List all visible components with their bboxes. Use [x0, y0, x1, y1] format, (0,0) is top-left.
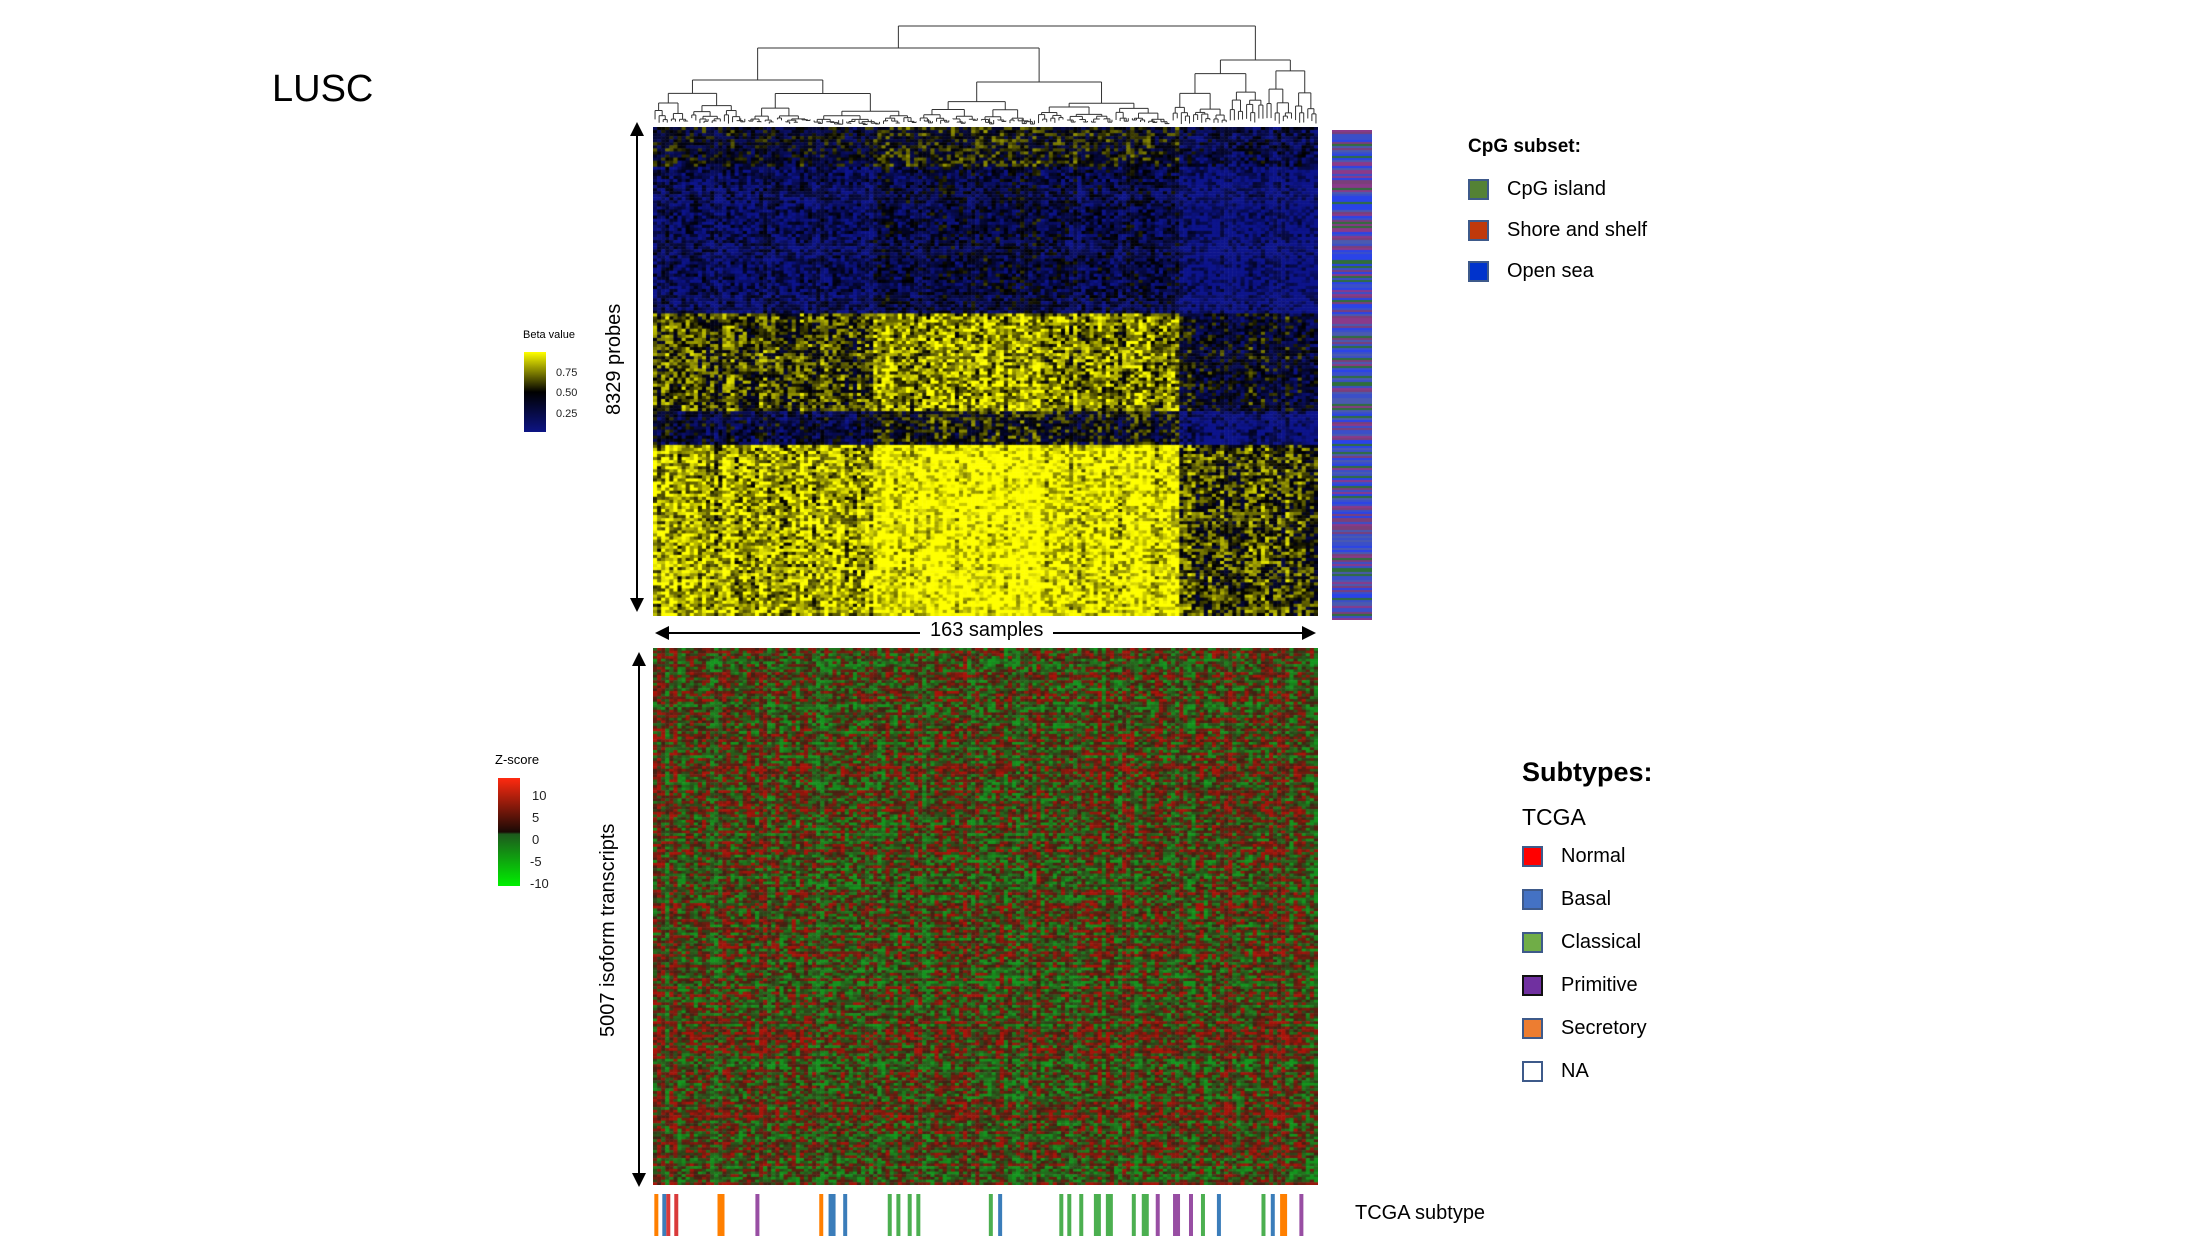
subtype-legend-item-normal: Normal	[1522, 845, 1653, 868]
tcga-subtype-track	[654, 1194, 1304, 1236]
subtype-mark-classical	[887, 1194, 892, 1236]
subtype-mark-classical	[988, 1194, 993, 1236]
subtype-mark-classical	[1105, 1194, 1113, 1236]
beta-tick-label: 0.25	[556, 408, 577, 420]
figure-title: LUSC	[272, 68, 374, 110]
subtype-mark-basal	[1270, 1194, 1275, 1236]
subtype-mark-primitive	[1173, 1194, 1181, 1236]
cpg-legend-item-opensea: Open sea	[1468, 260, 1647, 283]
legend-label: Secretory	[1561, 1017, 1647, 1039]
zscore-colorbar-title: Z-score	[495, 752, 540, 767]
subtype-mark-secretory	[1280, 1194, 1288, 1236]
legend-swatch	[1468, 179, 1489, 200]
methylation-heatmap	[653, 127, 1318, 616]
subtype-mark-classical	[1079, 1194, 1084, 1236]
legend-swatch	[1522, 846, 1543, 867]
zscore-tick-label: 5	[532, 810, 539, 825]
cpg-legend-item-island: CpG island	[1468, 178, 1647, 201]
beta-gradient	[524, 352, 546, 432]
legend-label: Shore and shelf	[1507, 219, 1648, 241]
isoform-expression-heatmap	[653, 648, 1318, 1185]
beta-colorbar: 0.75 0.50 0.25	[524, 352, 577, 432]
subtype-legend-item-na: NA	[1522, 1060, 1653, 1083]
cpg-subset-annotation-bar	[1332, 130, 1372, 620]
probes-axis-arrow	[630, 122, 644, 612]
beta-tick-label: 0.50	[556, 387, 577, 399]
subtype-mark-secretory	[717, 1194, 725, 1236]
legend-label: NA	[1561, 1060, 1589, 1082]
subtype-mark-primitive	[755, 1194, 760, 1236]
zscore-tick-label: -10	[530, 876, 549, 891]
subtype-mark-classical	[1067, 1194, 1072, 1236]
probes-count-label: 8329 probes	[603, 303, 625, 415]
subtype-mark-basal	[662, 1194, 667, 1236]
transcripts-axis-arrow	[632, 652, 646, 1187]
subtype-mark-classical	[1093, 1194, 1101, 1236]
subtype-mark-normal	[666, 1194, 671, 1236]
subtype-mark-classical	[1261, 1194, 1266, 1236]
subtype-mark-primitive	[1155, 1194, 1160, 1236]
sample-dendrogram	[654, 25, 1317, 126]
cpg-legend-item-shore: Shore and shelf	[1468, 219, 1647, 242]
legend-swatch	[1468, 261, 1489, 282]
subtype-mark-basal	[843, 1194, 848, 1236]
subtype-mark-normal	[674, 1194, 679, 1236]
legend-label: Classical	[1561, 931, 1642, 953]
subtype-mark-primitive	[1299, 1194, 1304, 1236]
subtype-mark-classical	[1141, 1194, 1149, 1236]
zscore-tick-label: 10	[532, 788, 546, 803]
legend-swatch	[1522, 975, 1543, 996]
legend-swatch	[1522, 889, 1543, 910]
subtype-mark-basal	[998, 1194, 1003, 1236]
zscore-gradient	[498, 778, 520, 886]
subtype-mark-secretory	[654, 1194, 659, 1236]
samples-count-label: 163 samples	[920, 619, 1054, 642]
subtype-mark-classical	[907, 1194, 912, 1236]
subtype-mark-classical	[1131, 1194, 1136, 1236]
zscore-tick-label: 0	[532, 832, 539, 847]
subtype-mark-classical	[1200, 1194, 1205, 1236]
zscore-tick-label: -5	[530, 854, 542, 869]
subtype-mark-classical	[1059, 1194, 1064, 1236]
legend-label: CpG island	[1507, 178, 1606, 200]
legend-label: Open sea	[1507, 260, 1594, 282]
subtype-legend-title: Subtypes:	[1522, 757, 1653, 787]
cpg-legend-title: CpG subset:	[1468, 136, 1581, 157]
legend-swatch	[1522, 1061, 1543, 1082]
legend-label: Normal	[1561, 845, 1626, 867]
beta-colorbar-title: Beta value	[523, 329, 575, 341]
beta-tick-label: 0.75	[556, 367, 577, 379]
subtype-legend-item-secretory: Secretory	[1522, 1017, 1653, 1040]
legend-label: Basal	[1561, 888, 1612, 910]
subtype-mark-primitive	[1188, 1194, 1193, 1236]
tcga-subtype-track-label: TCGA subtype	[1355, 1202, 1486, 1224]
subtype-mark-classical	[916, 1194, 921, 1236]
legend-swatch	[1522, 1018, 1543, 1039]
subtype-mark-secretory	[819, 1194, 824, 1236]
subtype-legend-item-classical: Classical	[1522, 931, 1653, 954]
zscore-colorbar: 10 5 0 -5 -10	[498, 778, 549, 891]
subtype-legend: Subtypes: TCGA Normal Basal Classical Pr…	[1522, 757, 1653, 1103]
subtype-legend-item-primitive: Primitive	[1522, 974, 1653, 997]
subtype-legend-item-basal: Basal	[1522, 888, 1653, 911]
subtype-legend-group: TCGA	[1522, 804, 1586, 830]
subtype-mark-basal	[828, 1194, 836, 1236]
legend-swatch	[1522, 932, 1543, 953]
legend-label: Primitive	[1561, 974, 1638, 996]
subtype-mark-basal	[1216, 1194, 1221, 1236]
transcripts-count-label: 5007 isoform transcripts	[597, 823, 619, 1037]
legend-swatch	[1468, 220, 1489, 241]
subtype-mark-classical	[896, 1194, 901, 1236]
cpg-subset-legend: CpG subset: CpG island Shore and shelf O…	[1468, 136, 1647, 301]
